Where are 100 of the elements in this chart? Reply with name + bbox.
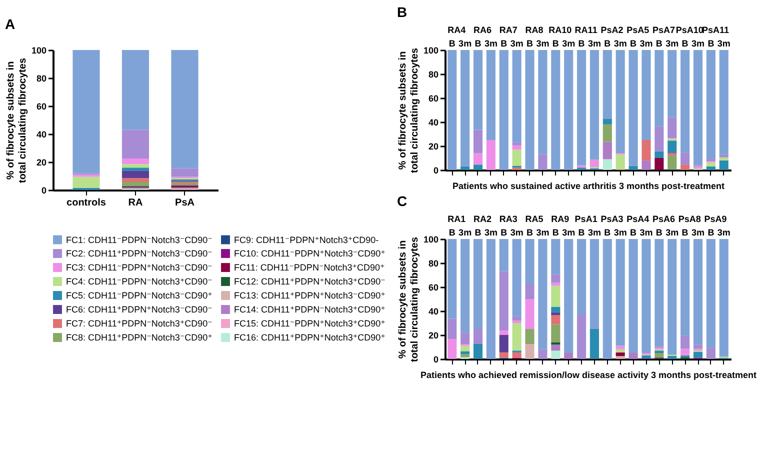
y-tick-label: 40 [428, 118, 438, 128]
y-axis-title: % of fibrocyte subsets in total circulating fibrocytes [397, 236, 420, 362]
x-tick-label: B [552, 38, 560, 48]
x-axis-title: Patients who sustained active arthritis 3 months post-treatment [452, 181, 725, 191]
y-tick-label: 20 [36, 158, 46, 168]
legend-label: FC4: CDH11⁻PDPN⁻Notch3⁺CD90⁻ [66, 276, 213, 286]
y-tick-label: 100 [31, 46, 46, 56]
x-tick-label: B [630, 228, 638, 238]
x-tick-label: 3m [640, 38, 653, 48]
x-tick-label: 3m [562, 38, 576, 48]
text: RA9 [551, 214, 570, 224]
text: PsA5 [626, 25, 650, 35]
x-tick-label: B [474, 228, 482, 238]
x-axis-title: Patients who achieved remission/low disease activity 3 months post-treatment [420, 370, 757, 380]
text: PsA7 [652, 25, 675, 35]
x-tick-label: B [578, 38, 586, 48]
legend-label: FC12: CDH11⁺PDPN⁺Notch3⁺CD90⁻ [234, 276, 386, 286]
text: PsA1 [574, 214, 598, 224]
y-tick-label: 60 [36, 102, 46, 112]
text: RA4 [448, 25, 466, 35]
legend-label: FC9: CDH11⁻PDPN⁺Notch3⁺CD90- [234, 234, 379, 245]
x-tick-label: 3m [536, 38, 550, 48]
x-tick-label: 3m [588, 228, 601, 238]
x-tick-label: controls [66, 198, 106, 208]
y-tick-label: 60 [428, 94, 438, 104]
x-tick-label: 3m [510, 38, 524, 48]
x-tick-label: 3m [666, 228, 679, 238]
legend-label: FC15: CDH11⁻PDPN⁺Notch3⁺CD90⁺ [234, 318, 386, 328]
text: RA1 [448, 214, 466, 224]
y-tick-label: 60 [428, 282, 438, 292]
chart-title: C [396, 193, 408, 209]
x-tick-label: 3m [588, 38, 601, 48]
text: RA7 [499, 25, 518, 35]
x-tick-label: PsA [175, 198, 194, 208]
text: RA10 [548, 25, 572, 35]
legend-label: FC16: CDH11⁺PDPN⁺Notch3⁺CD90⁺ [234, 332, 386, 342]
y-tick-label: 80 [428, 70, 438, 80]
x-tick-label: B [682, 38, 689, 48]
x-tick-label: 3m [562, 228, 576, 238]
text: PsA2 [600, 25, 624, 35]
text: RA11 [574, 25, 598, 35]
x-tick-label: B [708, 228, 715, 238]
x-tick-label: 3m [717, 38, 730, 48]
legend-label: FC10: CDH11⁻PDPN⁺Notch3⁻CD90⁺ [234, 248, 386, 258]
x-tick-label: B [604, 228, 612, 238]
x-tick-label: B [526, 228, 534, 238]
text: PsA6 [652, 214, 675, 224]
legend-label: FC11: CDH11⁻PDPN⁻Notch3⁺CD90⁺ [234, 262, 385, 272]
x-tick-label: B [604, 38, 612, 48]
y-tick-label: 20 [428, 142, 438, 152]
text: PsA11 [702, 25, 729, 35]
x-tick-label: B [708, 38, 715, 48]
x-tick-label: RA [128, 198, 143, 208]
x-tick-label: 3m [458, 38, 472, 48]
legend-label: FC5: CDH11⁻PDPN⁻Notch3⁻CD90⁺ [66, 290, 213, 300]
legend-label: FC14: CDH11⁺PDPN⁻Notch3⁺CD90⁺ [234, 304, 386, 314]
legend-label: FC1: CDH11⁻PDPN⁻Notch3⁻CD90⁻ [66, 234, 213, 245]
text: PsA9 [704, 214, 727, 224]
text: PsA10 [676, 25, 704, 35]
x-tick-label: B [656, 228, 663, 238]
x-tick-label: B [500, 38, 508, 48]
y-axis-title: % of fibrocyte subsets in total circulating fibrocytes [5, 58, 28, 184]
x-tick-label: 3m [536, 228, 550, 238]
chart-title: A [4, 16, 16, 32]
x-tick-label: B [448, 228, 456, 238]
x-tick-label: 3m [484, 38, 498, 48]
x-tick-label: B [656, 38, 663, 48]
legend-label: FC6: CDH11⁺PDPN⁺Notch3⁻CD90⁻ [66, 304, 213, 314]
text: RA6 [474, 25, 492, 35]
text: PsA4 [626, 214, 650, 224]
x-tick-label: 3m [666, 38, 679, 48]
x-tick-label: B [474, 38, 482, 48]
legend-label: FC8: CDH11⁺PDPN⁻Notch3⁻CD90⁺ [66, 332, 213, 342]
text: RA3 [499, 214, 518, 224]
x-tick-label: B [500, 228, 508, 238]
x-tick-label: B [526, 38, 534, 48]
x-tick-label: B [552, 228, 560, 238]
y-tick-label: 80 [428, 258, 438, 268]
x-tick-label: B [448, 38, 456, 48]
x-tick-label: 3m [510, 228, 524, 238]
y-tick-label: 100 [423, 46, 438, 56]
text: RA8 [525, 25, 544, 35]
text: RA5 [525, 214, 544, 224]
x-tick-label: B [578, 228, 586, 238]
text: PsA8 [678, 214, 701, 224]
y-tick-label: 0 [41, 186, 46, 196]
y-tick-label: 40 [36, 130, 46, 140]
y-tick-label: 40 [428, 306, 438, 316]
legend-label: FC2: CDH11⁺PDPN⁻Notch3⁻CD90⁻ [66, 248, 213, 258]
x-tick-label: 3m [458, 228, 472, 238]
x-tick-label: 3m [484, 228, 498, 238]
y-tick-label: 0 [433, 166, 438, 176]
legend-label: FC7: CDH11⁺PDPN⁻Notch3⁺CD90⁻ [66, 318, 213, 328]
x-tick-label: 3m [614, 38, 627, 48]
text: RA2 [474, 214, 492, 224]
y-tick-label: 100 [423, 234, 438, 244]
y-axis-title: % of fibrocyte subsets in total circulating fibrocytes [397, 48, 420, 174]
x-tick-label: 3m [691, 228, 705, 238]
x-tick-label: 3m [717, 228, 730, 238]
x-tick-label: 3m [640, 228, 653, 238]
